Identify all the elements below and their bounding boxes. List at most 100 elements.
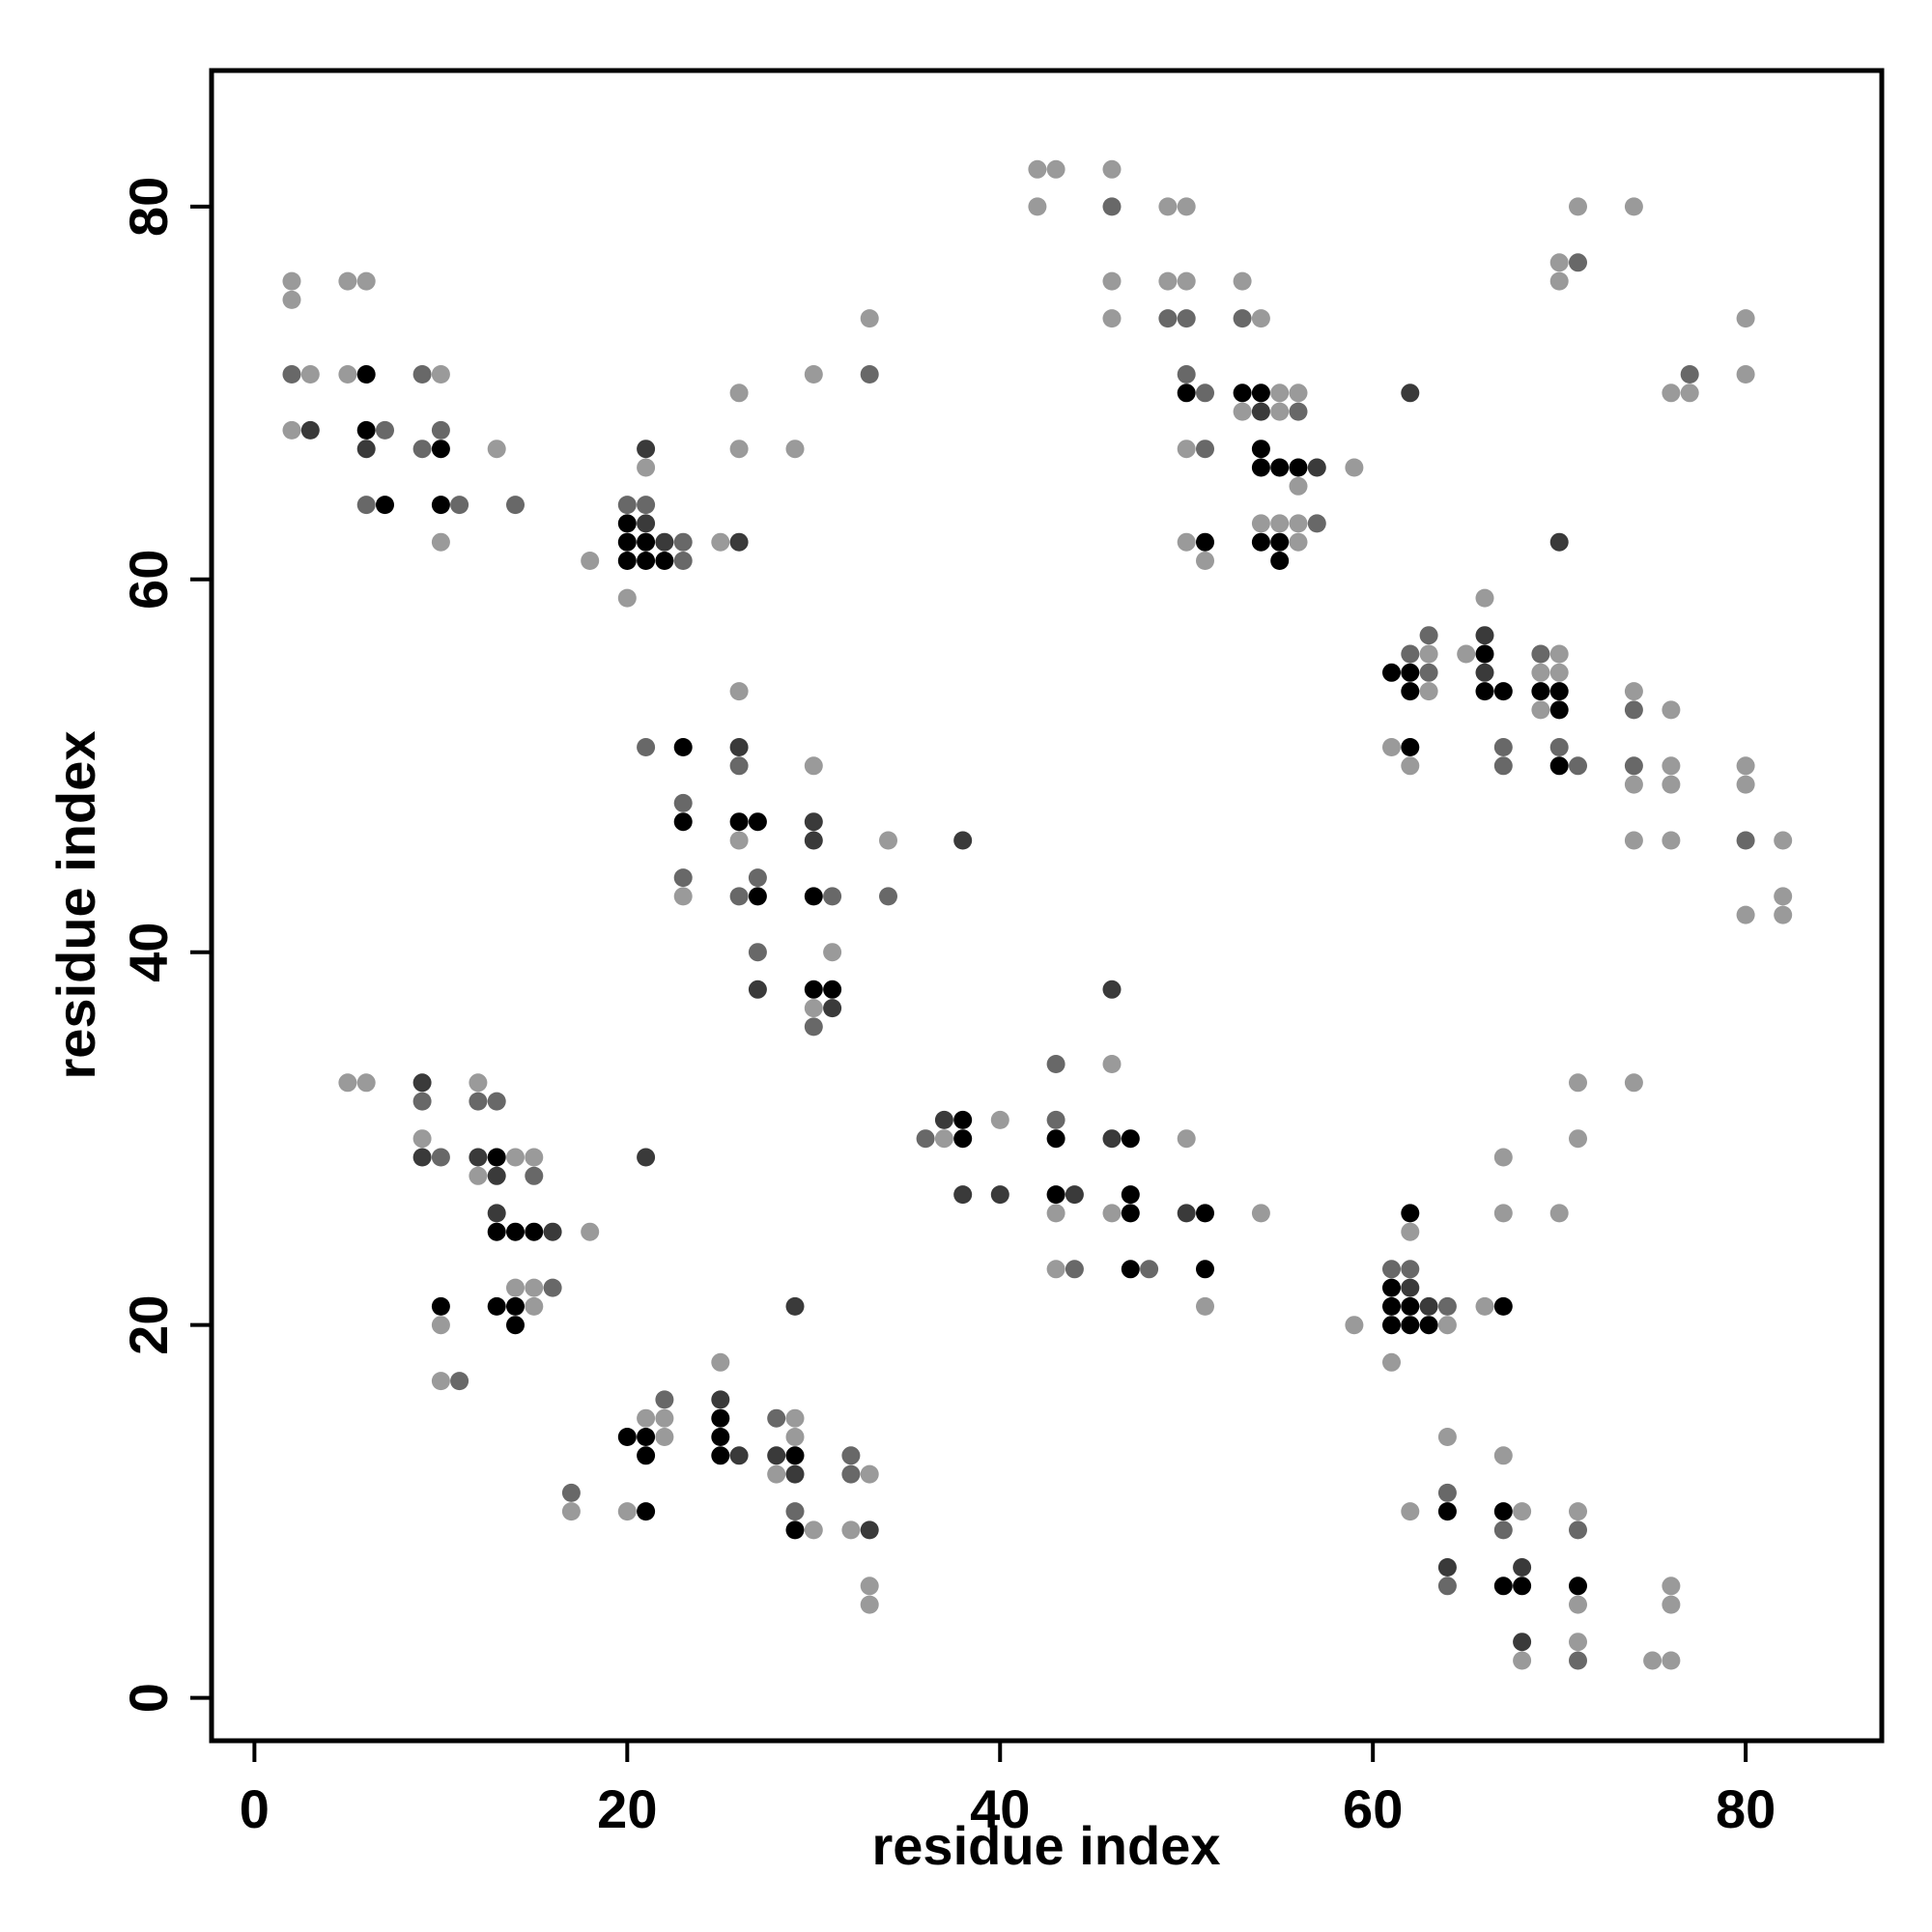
data-point xyxy=(543,1278,562,1297)
data-point xyxy=(1736,905,1755,924)
data-point xyxy=(1270,458,1290,477)
data-point xyxy=(282,271,301,291)
data-point xyxy=(1662,700,1681,720)
data-point xyxy=(1437,1428,1457,1446)
data-point xyxy=(823,980,842,999)
data-point xyxy=(1549,253,1569,272)
data-point xyxy=(1493,1296,1513,1316)
data-point xyxy=(1569,197,1587,216)
data-point xyxy=(1549,700,1569,720)
data-point xyxy=(673,887,693,906)
data-point xyxy=(1382,663,1401,682)
data-point xyxy=(1549,663,1569,682)
data-point xyxy=(506,1148,525,1167)
data-point xyxy=(469,1148,488,1167)
data-point xyxy=(1736,309,1755,328)
data-point xyxy=(1493,1204,1513,1223)
data-point xyxy=(1196,1204,1214,1223)
data-point xyxy=(1475,663,1494,682)
data-point xyxy=(785,1520,805,1540)
data-point xyxy=(990,1110,1009,1129)
data-point xyxy=(1493,1577,1513,1596)
data-point xyxy=(1251,532,1270,552)
data-point xyxy=(431,365,450,384)
x-tick-label: 40 xyxy=(970,1778,1030,1839)
data-point xyxy=(1102,1204,1122,1223)
data-point xyxy=(1251,1204,1270,1223)
data-point xyxy=(1065,1260,1084,1279)
data-point xyxy=(1177,309,1196,328)
data-point xyxy=(356,271,376,291)
data-point xyxy=(655,1408,674,1428)
data-point xyxy=(785,1408,805,1428)
data-point xyxy=(356,496,376,515)
data-point xyxy=(1046,159,1065,179)
data-point xyxy=(1662,1595,1681,1614)
data-point xyxy=(804,887,823,906)
data-point xyxy=(841,1446,861,1465)
data-point xyxy=(1419,1296,1438,1316)
data-point xyxy=(1419,682,1438,701)
data-point xyxy=(655,552,674,570)
data-point xyxy=(487,1148,506,1167)
data-point xyxy=(617,496,637,515)
data-point xyxy=(1251,458,1270,477)
data-point xyxy=(860,365,879,384)
data-point xyxy=(729,532,749,552)
data-point xyxy=(1382,1296,1401,1316)
data-point xyxy=(1121,1185,1140,1205)
data-point xyxy=(506,1278,525,1297)
data-point xyxy=(804,812,823,832)
data-point xyxy=(637,532,656,552)
data-point xyxy=(1493,1502,1513,1521)
data-point xyxy=(431,1296,450,1316)
data-point xyxy=(1624,682,1643,701)
data-point xyxy=(655,1390,674,1409)
data-point xyxy=(804,756,823,776)
data-point xyxy=(431,420,450,440)
data-point xyxy=(1662,775,1681,794)
data-point xyxy=(1196,1260,1214,1279)
data-point xyxy=(525,1296,544,1316)
data-point xyxy=(376,420,394,440)
data-point xyxy=(804,831,823,850)
data-point xyxy=(1102,197,1122,216)
data-point xyxy=(1046,1110,1065,1129)
data-point xyxy=(1680,384,1699,403)
data-point xyxy=(1196,440,1214,459)
data-point xyxy=(525,1166,544,1185)
data-point xyxy=(1419,1316,1438,1335)
data-point xyxy=(860,309,879,328)
data-point xyxy=(804,1017,823,1037)
data-point xyxy=(1513,1502,1532,1521)
data-point xyxy=(356,440,376,459)
data-point xyxy=(729,831,749,850)
data-point xyxy=(431,1372,450,1391)
data-point xyxy=(1437,1483,1457,1502)
data-point xyxy=(1382,1352,1401,1372)
data-point xyxy=(412,1073,432,1093)
data-point xyxy=(1158,197,1178,216)
data-point xyxy=(1121,1129,1140,1149)
data-point xyxy=(1102,309,1122,328)
data-point xyxy=(431,440,450,459)
data-point xyxy=(431,496,450,515)
data-point xyxy=(1233,309,1252,328)
data-point xyxy=(1102,159,1122,179)
data-point xyxy=(469,1092,488,1111)
data-point xyxy=(655,532,674,552)
data-point xyxy=(506,1222,525,1241)
data-point xyxy=(637,1148,656,1167)
data-point xyxy=(1549,644,1569,664)
data-point xyxy=(1251,440,1270,459)
data-point xyxy=(1549,738,1569,756)
data-point xyxy=(785,1464,805,1484)
data-point xyxy=(1251,514,1270,533)
data-point xyxy=(1028,197,1047,216)
data-point xyxy=(1549,271,1569,291)
data-point xyxy=(1046,1260,1065,1279)
data-point xyxy=(1531,682,1550,701)
data-point xyxy=(1475,1296,1494,1316)
data-point xyxy=(637,738,656,756)
data-point xyxy=(1549,682,1569,701)
